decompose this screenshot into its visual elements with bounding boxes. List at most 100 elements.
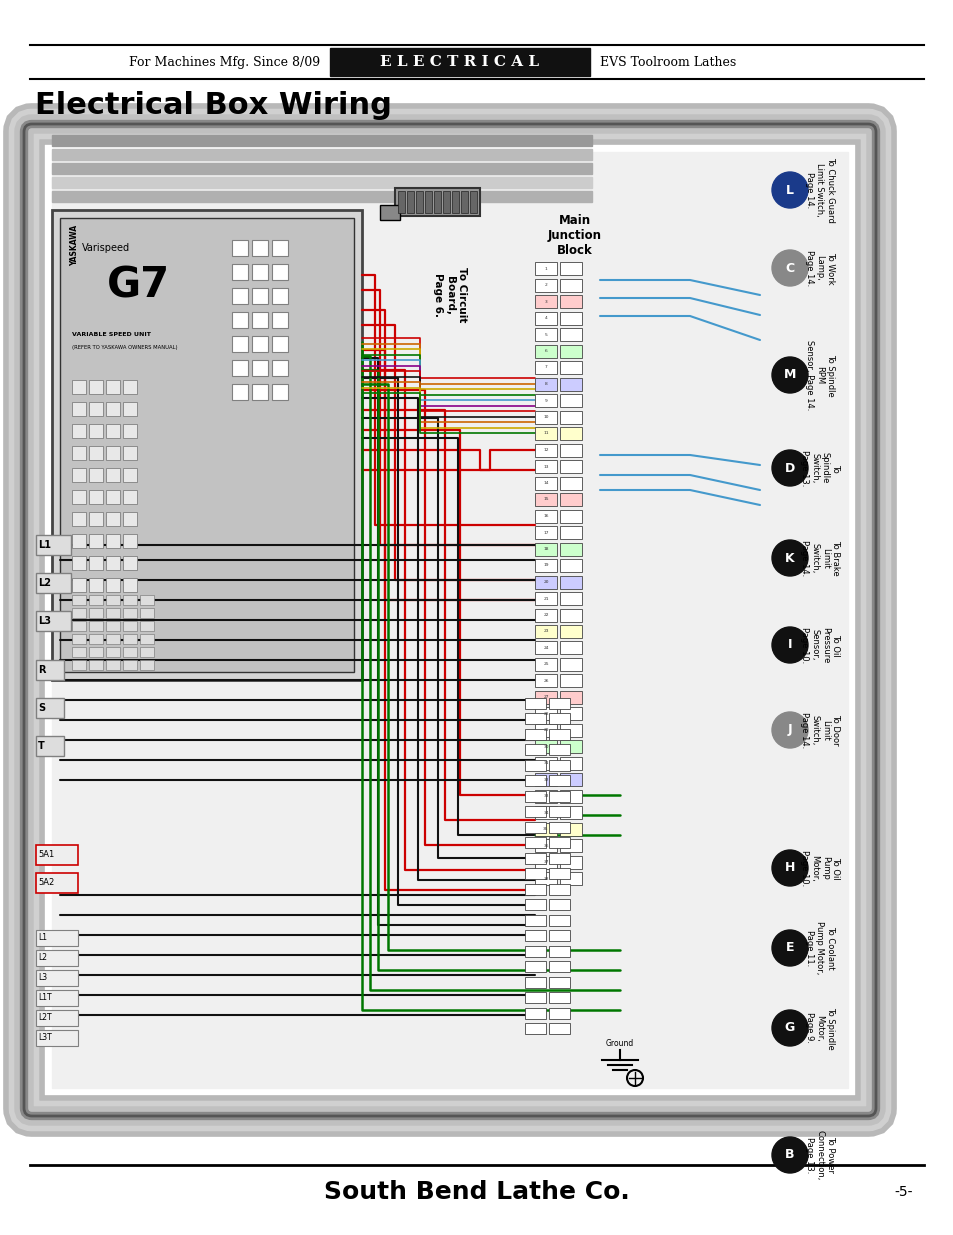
Bar <box>535 872 557 885</box>
Text: 16: 16 <box>542 514 548 517</box>
Bar <box>106 621 120 631</box>
Bar <box>71 621 86 631</box>
Text: R: R <box>38 664 46 676</box>
Bar <box>71 403 86 416</box>
Bar <box>524 977 545 988</box>
Bar <box>252 359 268 375</box>
Bar <box>106 403 120 416</box>
Bar <box>559 443 581 457</box>
Bar <box>535 724 557 737</box>
Circle shape <box>771 930 807 966</box>
Bar <box>123 468 137 482</box>
Bar <box>272 312 288 329</box>
Text: L2: L2 <box>38 953 47 962</box>
Text: 2: 2 <box>544 283 547 287</box>
Bar <box>559 345 581 357</box>
Bar <box>548 698 569 709</box>
Text: Ground: Ground <box>605 1040 634 1049</box>
Text: D: D <box>784 462 794 474</box>
Bar <box>272 240 288 256</box>
Text: 11: 11 <box>542 431 548 436</box>
Text: H: H <box>784 862 795 874</box>
Text: To Spindle
RPM
Sensor, Page 14.: To Spindle RPM Sensor, Page 14. <box>804 340 834 410</box>
Bar <box>71 595 86 605</box>
Bar <box>252 288 268 304</box>
Bar <box>548 993 569 1004</box>
Text: To Chuck Guard
Limit Switch,
Page 14.: To Chuck Guard Limit Switch, Page 14. <box>804 157 834 224</box>
Text: 13: 13 <box>542 464 548 468</box>
Bar <box>89 578 103 592</box>
Text: Varispeed: Varispeed <box>82 243 130 253</box>
Text: To Work
Lamp,
Page 14.: To Work Lamp, Page 14. <box>804 249 834 287</box>
Circle shape <box>771 540 807 576</box>
Bar <box>548 946 569 957</box>
Bar <box>535 361 557 374</box>
Text: To Spindle
Motor,
Page 9.: To Spindle Motor, Page 9. <box>804 1007 834 1050</box>
Bar <box>232 264 248 280</box>
Bar <box>36 535 71 555</box>
Bar <box>524 806 545 818</box>
Bar <box>535 806 557 820</box>
Bar <box>89 424 103 438</box>
Bar <box>559 329 581 341</box>
Bar <box>52 163 592 174</box>
Text: B: B <box>784 1149 794 1161</box>
Bar <box>232 312 248 329</box>
Bar <box>36 736 64 756</box>
Bar <box>407 191 414 212</box>
Text: 17: 17 <box>542 531 548 535</box>
Bar <box>535 840 557 852</box>
Bar <box>535 410 557 424</box>
Bar <box>535 542 557 556</box>
Bar <box>123 621 137 631</box>
Bar <box>548 962 569 972</box>
Bar <box>548 868 569 879</box>
Text: L3: L3 <box>38 616 51 626</box>
Bar <box>559 692 581 704</box>
Bar <box>71 380 86 394</box>
Bar <box>71 513 86 526</box>
Bar <box>559 526 581 538</box>
Bar <box>559 378 581 390</box>
Circle shape <box>771 627 807 663</box>
Bar <box>36 659 64 680</box>
Bar <box>535 459 557 473</box>
Bar <box>559 410 581 424</box>
Bar <box>89 659 103 671</box>
Bar <box>89 621 103 631</box>
Text: 20: 20 <box>542 580 548 584</box>
Bar <box>559 856 581 869</box>
Bar <box>60 219 354 672</box>
Text: M: M <box>783 368 796 382</box>
Bar <box>272 359 288 375</box>
Bar <box>524 698 545 709</box>
Bar <box>535 510 557 522</box>
Bar <box>106 446 120 459</box>
Bar <box>52 135 592 146</box>
Bar <box>535 394 557 408</box>
Bar <box>535 262 557 275</box>
Bar <box>252 312 268 329</box>
Bar <box>535 625 557 638</box>
Text: 34: 34 <box>542 811 548 815</box>
Bar <box>559 609 581 621</box>
Bar <box>434 191 440 212</box>
Text: VARIABLE SPEED UNIT: VARIABLE SPEED UNIT <box>71 332 151 337</box>
Bar <box>140 647 153 657</box>
Bar <box>524 1008 545 1019</box>
Text: 21: 21 <box>542 597 548 600</box>
Text: 12: 12 <box>542 448 548 452</box>
Bar <box>71 659 86 671</box>
Bar <box>232 240 248 256</box>
Bar <box>559 542 581 556</box>
Bar <box>36 930 78 946</box>
Bar <box>559 510 581 522</box>
Bar <box>524 1024 545 1035</box>
Bar <box>524 915 545 926</box>
Bar <box>559 427 581 440</box>
Bar <box>89 403 103 416</box>
Text: 38: 38 <box>542 877 548 881</box>
Bar <box>559 592 581 605</box>
Bar <box>52 152 847 1088</box>
Text: S: S <box>38 703 45 713</box>
